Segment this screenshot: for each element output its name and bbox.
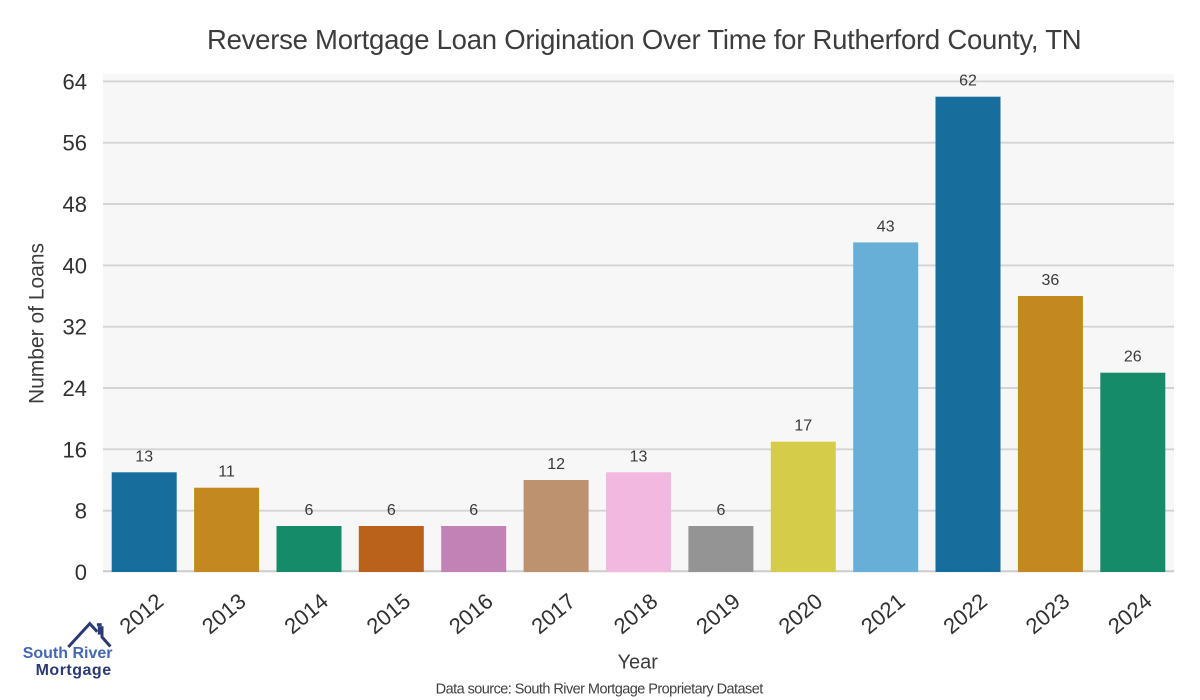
svg-text:16: 16 [63, 437, 87, 462]
svg-text:17: 17 [794, 418, 812, 435]
svg-text:43: 43 [877, 218, 895, 235]
svg-text:8: 8 [75, 499, 87, 524]
svg-text:6: 6 [305, 502, 314, 519]
svg-text:Mortgage: Mortgage [36, 662, 112, 679]
svg-text:6: 6 [716, 502, 725, 519]
svg-text:Number of Loans: Number of Loans [26, 243, 49, 404]
svg-text:13: 13 [135, 448, 153, 465]
svg-text:Reverse Mortgage Loan Originat: Reverse Mortgage Loan Origination Over T… [207, 24, 1081, 55]
svg-text:64: 64 [63, 69, 87, 94]
svg-text:36: 36 [1042, 272, 1060, 289]
svg-text:Year: Year [617, 652, 658, 674]
svg-text:26: 26 [1124, 349, 1142, 366]
svg-text:11: 11 [218, 464, 235, 481]
svg-text:32: 32 [63, 315, 87, 340]
svg-text:12: 12 [547, 456, 565, 473]
svg-text:South River: South River [23, 645, 113, 662]
svg-text:24: 24 [63, 376, 87, 401]
svg-text:6: 6 [469, 502, 478, 519]
svg-text:56: 56 [63, 131, 87, 156]
svg-text:48: 48 [63, 192, 87, 217]
svg-text:40: 40 [63, 253, 87, 278]
svg-text:62: 62 [959, 73, 977, 90]
svg-text:Data source: South River Mortg: Data source: South River Mortgage Propri… [436, 682, 764, 698]
svg-text:6: 6 [387, 502, 396, 519]
svg-text:0: 0 [75, 560, 87, 585]
svg-text:13: 13 [630, 448, 648, 465]
